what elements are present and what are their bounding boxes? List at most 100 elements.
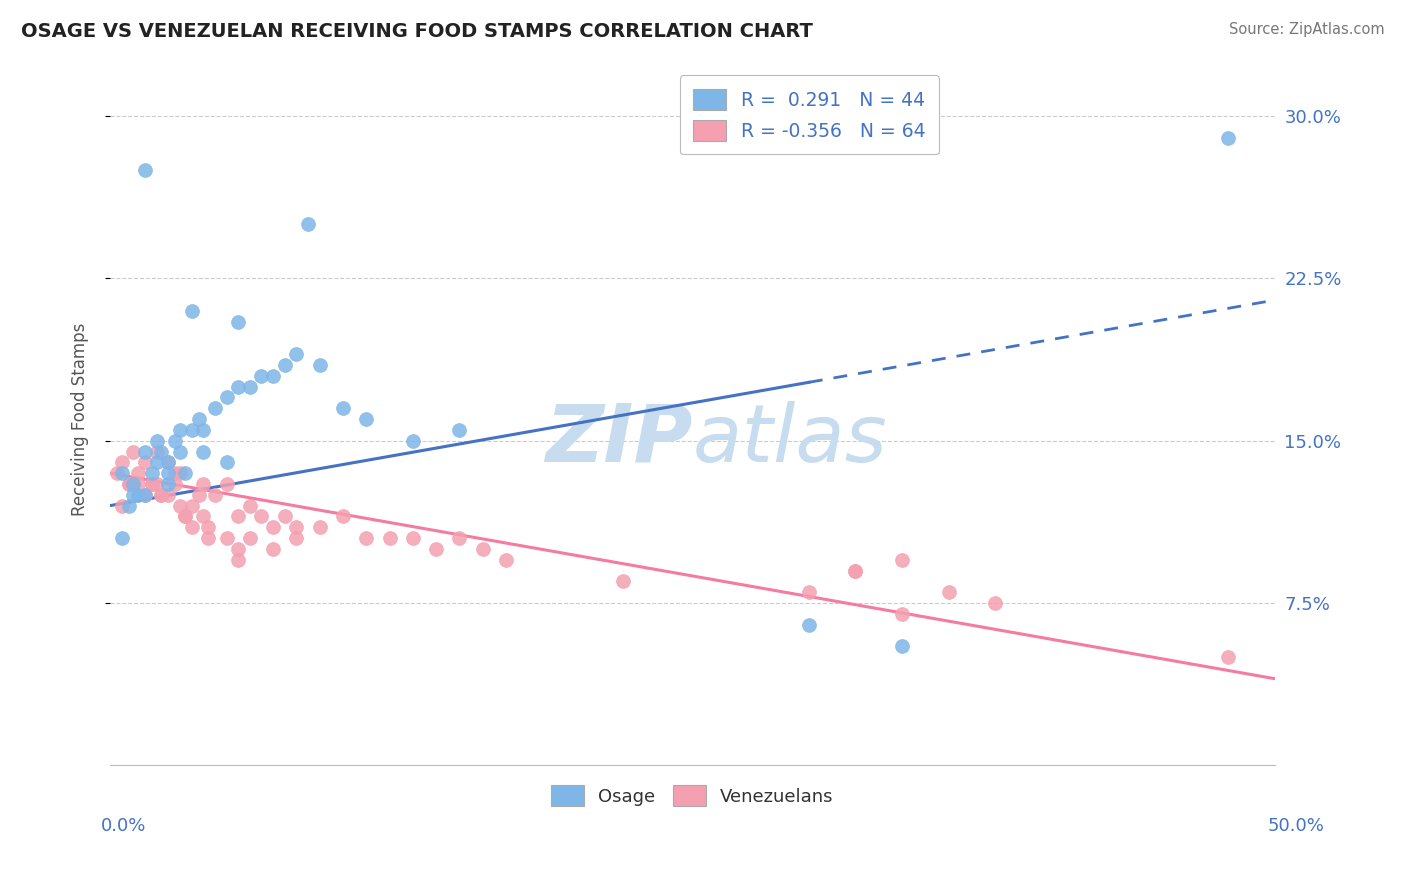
Y-axis label: Receiving Food Stamps: Receiving Food Stamps	[72, 322, 89, 516]
Point	[308, 358, 330, 372]
Point	[215, 477, 238, 491]
Point	[226, 541, 249, 556]
Point	[193, 444, 215, 458]
Point	[197, 520, 219, 534]
Point	[111, 531, 134, 545]
Point	[134, 488, 156, 502]
Point	[165, 477, 187, 491]
Point	[495, 552, 517, 566]
Point	[226, 552, 249, 566]
Point	[844, 564, 866, 578]
Point	[111, 499, 134, 513]
Point	[134, 455, 156, 469]
Point	[250, 368, 273, 383]
Point	[262, 368, 284, 383]
Text: ZIP: ZIP	[546, 401, 692, 479]
Point	[402, 434, 425, 448]
Point	[285, 347, 308, 361]
Point	[844, 564, 866, 578]
Point	[262, 520, 284, 534]
Point	[127, 466, 149, 480]
Point	[180, 304, 202, 318]
Point	[356, 531, 378, 545]
Point	[332, 401, 354, 416]
Point	[378, 531, 401, 545]
Point	[471, 541, 494, 556]
Point	[118, 477, 141, 491]
Point	[157, 455, 180, 469]
Point	[122, 477, 145, 491]
Point	[239, 379, 262, 393]
Point	[797, 617, 820, 632]
Point	[239, 531, 262, 545]
Point	[285, 531, 308, 545]
Point	[187, 412, 209, 426]
Point	[226, 509, 249, 524]
Point	[215, 455, 238, 469]
Point	[297, 218, 319, 232]
Point	[145, 434, 167, 448]
Point	[105, 466, 128, 480]
Legend: Osage, Venezuelans: Osage, Venezuelans	[543, 776, 842, 815]
Point	[150, 444, 173, 458]
Point	[157, 488, 180, 502]
Point	[145, 455, 167, 469]
Text: atlas: atlas	[692, 401, 887, 479]
Point	[173, 509, 195, 524]
Point	[356, 412, 378, 426]
Point	[157, 466, 180, 480]
Point	[173, 466, 195, 480]
Point	[239, 499, 262, 513]
Point	[145, 477, 167, 491]
Point	[891, 552, 914, 566]
Point	[150, 488, 173, 502]
Point	[169, 466, 191, 480]
Point	[215, 531, 238, 545]
Point	[891, 639, 914, 653]
Point	[180, 499, 202, 513]
Point	[193, 477, 215, 491]
Point	[308, 520, 330, 534]
Point	[197, 531, 219, 545]
Point	[173, 509, 195, 524]
Text: 0.0%: 0.0%	[101, 817, 146, 835]
Point	[193, 423, 215, 437]
Point	[165, 466, 187, 480]
Point	[111, 466, 134, 480]
Point	[226, 379, 249, 393]
Point	[250, 509, 273, 524]
Point	[891, 607, 914, 621]
Point	[169, 444, 191, 458]
Point	[118, 477, 141, 491]
Point	[274, 358, 297, 372]
Point	[111, 455, 134, 469]
Point	[262, 541, 284, 556]
Point	[193, 509, 215, 524]
Point	[141, 477, 163, 491]
Point	[1216, 131, 1239, 145]
Text: OSAGE VS VENEZUELAN RECEIVING FOOD STAMPS CORRELATION CHART: OSAGE VS VENEZUELAN RECEIVING FOOD STAMP…	[21, 22, 813, 41]
Point	[332, 509, 354, 524]
Point	[122, 488, 145, 502]
Point	[274, 509, 297, 524]
Point	[118, 499, 141, 513]
Point	[204, 488, 226, 502]
Point	[180, 423, 202, 437]
Point	[141, 477, 163, 491]
Point	[215, 391, 238, 405]
Point	[169, 499, 191, 513]
Point	[180, 520, 202, 534]
Point	[204, 401, 226, 416]
Text: Source: ZipAtlas.com: Source: ZipAtlas.com	[1229, 22, 1385, 37]
Point	[157, 455, 180, 469]
Point	[612, 574, 634, 589]
Point	[122, 444, 145, 458]
Point	[938, 585, 960, 599]
Point	[449, 531, 471, 545]
Point	[984, 596, 1007, 610]
Point	[187, 488, 209, 502]
Point	[285, 520, 308, 534]
Point	[157, 477, 180, 491]
Point	[165, 434, 187, 448]
Point	[134, 163, 156, 178]
